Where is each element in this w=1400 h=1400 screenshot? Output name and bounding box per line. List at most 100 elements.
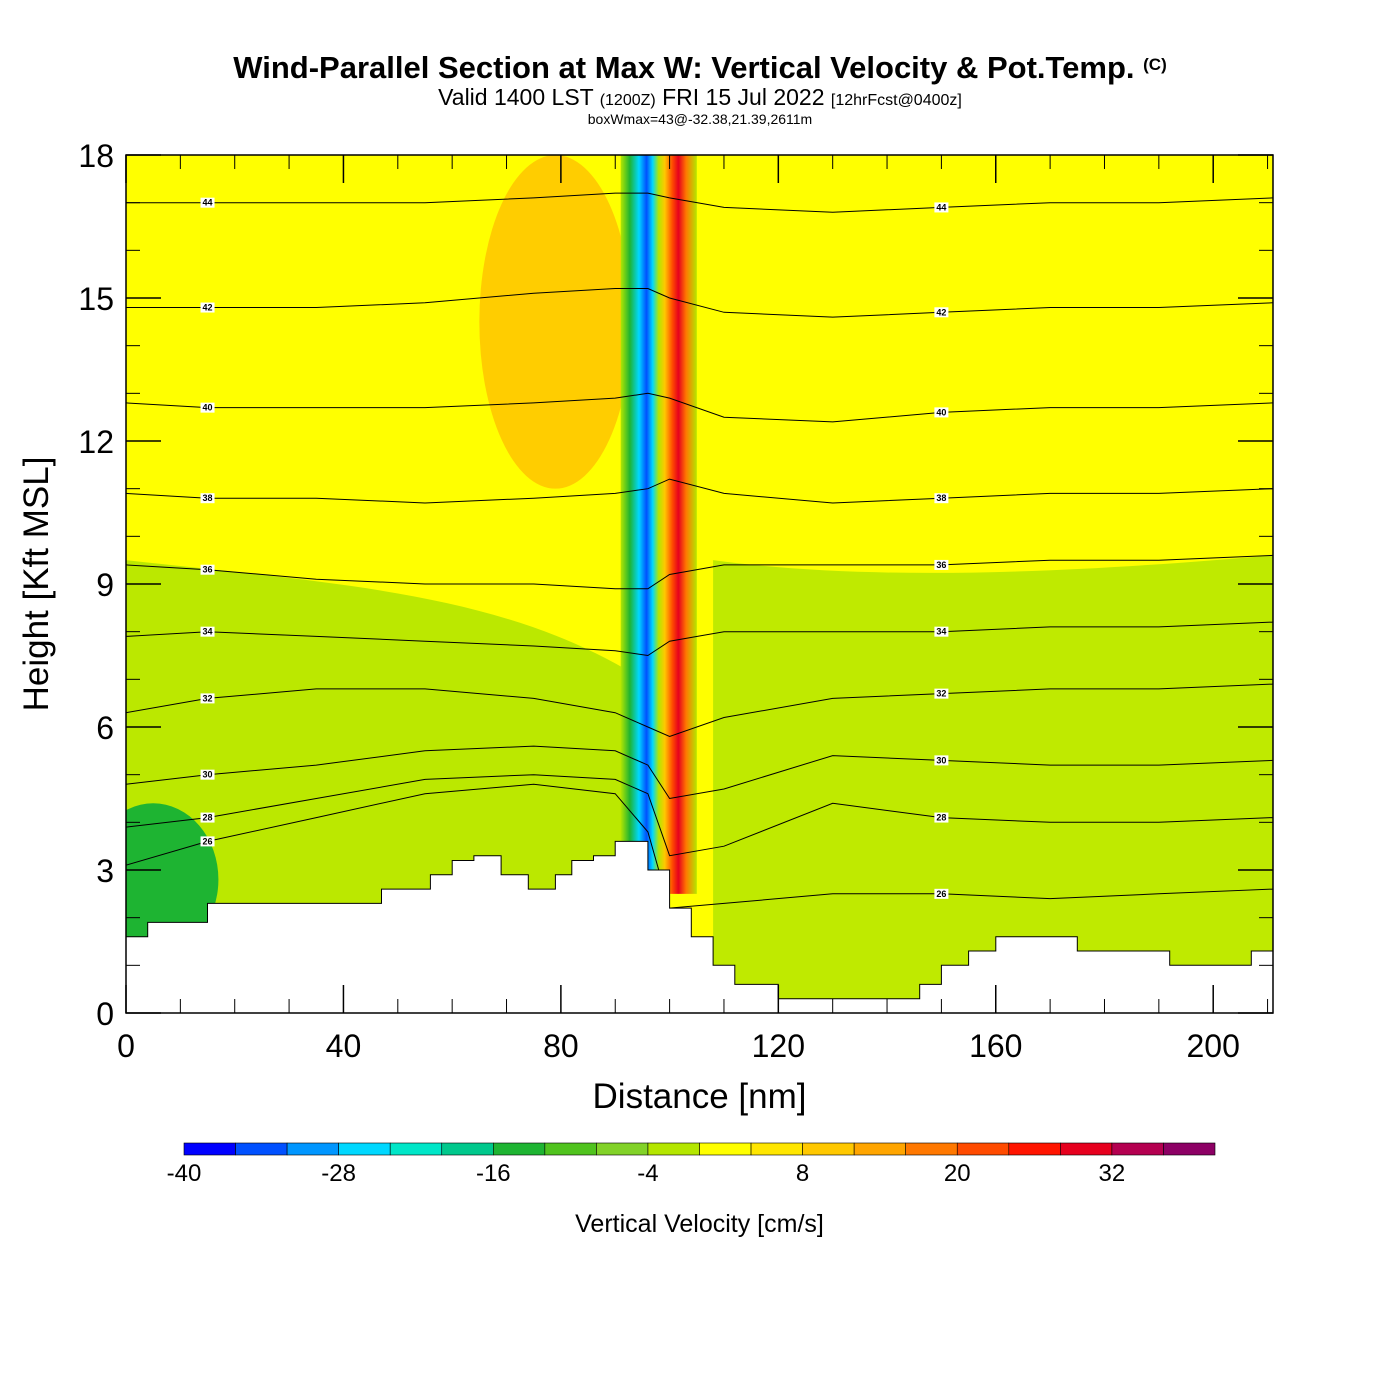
isentrope-label-bg	[200, 836, 215, 847]
valid-date: FRI 15 Jul 2022	[662, 84, 825, 110]
chart-title-text: Wind-Parallel Section at Max W: Vertical…	[233, 50, 1135, 85]
isentrope-32	[126, 683, 1273, 738]
colorbar-swatch	[1111, 1142, 1164, 1156]
isentrope-label-west: 30	[203, 770, 213, 780]
isentrope-label-bg	[934, 559, 949, 570]
isentrope-label-bg	[934, 755, 949, 766]
y-tick-label: 6	[96, 710, 114, 746]
isentrope-label-west: 44	[203, 198, 213, 208]
isentrope-label-west: 34	[203, 627, 213, 637]
x-tick-label: 200	[1187, 1028, 1240, 1064]
isentrope-label-bg	[200, 302, 215, 313]
copyright-mark: (C)	[1143, 55, 1167, 74]
colorbar-swatch	[183, 1142, 236, 1156]
y-tick-label: 12	[78, 424, 114, 460]
isentrope-label-west: 28	[203, 813, 213, 823]
colorbar-swatch	[853, 1142, 907, 1156]
colorbar-tick-label: 8	[796, 1160, 809, 1187]
isentrope-30	[126, 745, 1273, 800]
weak-sink-region-east	[713, 555, 1273, 1013]
low-level-sink-pocket	[126, 803, 219, 956]
y-tick-label: 15	[78, 281, 114, 317]
isentrope-36	[126, 554, 1273, 590]
isentrope-label-bg	[200, 564, 215, 575]
isentrope-28	[126, 774, 1273, 857]
y-axis-title: Height [Kft MSL]	[17, 457, 56, 712]
terrain-layer	[126, 840, 1273, 1013]
colorbar-swatch	[286, 1142, 339, 1156]
valid-time-line: Valid 1400 LST (1200Z) FRI 15 Jul 2022 […	[0, 86, 1400, 112]
isentrope-label-bg	[934, 812, 949, 823]
isentrope-label-bg	[200, 693, 215, 704]
isentrope-34	[126, 621, 1273, 657]
isentrope-label-bg	[934, 307, 949, 318]
isentrope-label-bg	[200, 493, 215, 504]
y-tick-label: 18	[78, 138, 114, 174]
colorbar-swatch	[389, 1142, 443, 1156]
colorbar-tick-label: -4	[637, 1160, 658, 1187]
colorbar-tick-label: -28	[321, 1160, 356, 1187]
velocity-features	[620, 155, 697, 894]
colorbar-swatch	[492, 1142, 546, 1156]
isentrope-label-west: 36	[203, 565, 213, 575]
isentrope-label-east: 34	[936, 627, 946, 637]
colorbar-title: Vertical Velocity [cm/s]	[575, 1210, 824, 1238]
isentrope-40	[126, 392, 1273, 423]
valid-utc: (1200Z)	[599, 92, 656, 109]
isentrope-38	[126, 478, 1273, 504]
isentrope-label-west: 38	[203, 493, 213, 503]
plot-background	[126, 155, 1273, 1013]
forecast-info: [12hrFcst@0400z]	[830, 92, 962, 109]
x-tick-label: 0	[117, 1028, 135, 1064]
updraft-downdraft-jet	[620, 155, 697, 894]
colorbar-tick-label: -16	[476, 1160, 511, 1187]
isentrope-label-east: 40	[936, 407, 946, 417]
isentrope-label-east: 28	[936, 813, 946, 823]
colorbar-swatch	[235, 1142, 288, 1156]
isentrope-label-west: 42	[203, 303, 213, 313]
colorbar-swatch	[750, 1142, 803, 1156]
colorbar-tick-label: -40	[167, 1160, 202, 1187]
isentrope-label-east: 32	[936, 689, 946, 699]
isentrope-label-east: 26	[936, 889, 946, 899]
colorbar-swatch	[956, 1142, 1010, 1156]
isentrope-44	[126, 192, 1273, 213]
colorbar-swatch	[544, 1142, 597, 1156]
isentrope-42	[126, 288, 1273, 318]
y-tick-label: 3	[96, 853, 114, 889]
x-tick-label: 80	[543, 1028, 579, 1064]
title-block: Wind-Parallel Section at Max W: Vertical…	[0, 50, 1400, 126]
isentrope-label-bg	[934, 626, 949, 637]
isentrope-label-bg	[934, 888, 949, 899]
x-tick-label: 160	[969, 1028, 1022, 1064]
box-wmax-line: boxWmax=43@-32.38,21.39,2611m	[587, 111, 813, 127]
colorbar-swatch	[905, 1142, 958, 1156]
isentrope-label-bg	[200, 402, 215, 413]
colorbar: -40 -28 -16 -4 8 20 32 Vertical Velocity [cm/s]	[167, 1142, 1216, 1238]
isentrope-label-east: 36	[936, 560, 946, 570]
colorbar-tick-label: 20	[944, 1160, 971, 1187]
weak-rise-region	[479, 155, 632, 489]
isentrope-label-bg	[200, 812, 215, 823]
colorbar-swatch	[441, 1142, 494, 1156]
weak-sink-region-west	[126, 560, 643, 918]
isentrope-label-bg	[200, 197, 215, 208]
colorbar-swatch	[699, 1142, 752, 1156]
isentrope-label-west: 40	[203, 403, 213, 413]
colorbar-swatch	[596, 1142, 649, 1156]
colorbar-swatch	[1008, 1142, 1061, 1156]
terrain-mask	[126, 840, 1273, 1013]
isentrope-label-bg	[200, 626, 215, 637]
colorbar-swatch	[1163, 1142, 1216, 1156]
colorbar-swatch	[338, 1142, 391, 1156]
isentrope-label-east: 38	[936, 493, 946, 503]
y-tick-label: 0	[96, 996, 114, 1032]
isentrope-label-west: 26	[203, 836, 213, 846]
isentrope-label-bg	[934, 202, 949, 213]
isentrope-label-bg	[934, 688, 949, 699]
y-tick-label: 9	[96, 567, 114, 603]
isentrope-label-east: 30	[936, 755, 946, 765]
isentrope-label-bg	[934, 493, 949, 504]
